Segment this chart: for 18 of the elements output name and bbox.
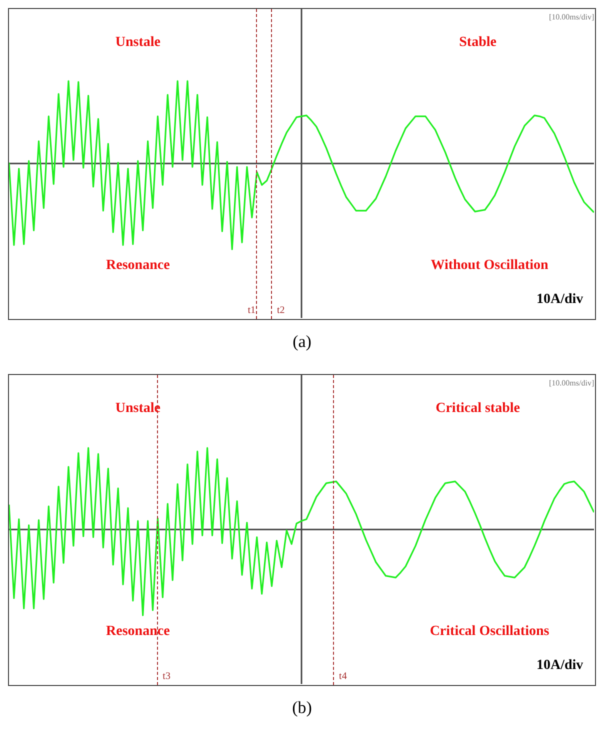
text: t2 (276, 305, 285, 316)
text: Stable (459, 35, 496, 52)
text: 10A/div (536, 658, 584, 674)
text: Without Oscillation (430, 258, 548, 274)
text: Critical stable (436, 401, 520, 418)
text: [10.00ms/div] (548, 12, 594, 22)
text: (b) (291, 698, 313, 718)
text: t4 (339, 671, 347, 682)
text: t1 (248, 305, 256, 316)
text: Unstale (115, 35, 160, 52)
text: t3 (162, 671, 170, 682)
text: Unstale (115, 401, 160, 418)
text: Critical Oscillations (430, 624, 550, 640)
text: [10.00ms/div] (548, 378, 594, 388)
text: Resonance (106, 624, 170, 640)
text: (a) (292, 332, 312, 352)
text: 10A/div (536, 292, 584, 308)
text: Resonance (106, 258, 170, 274)
